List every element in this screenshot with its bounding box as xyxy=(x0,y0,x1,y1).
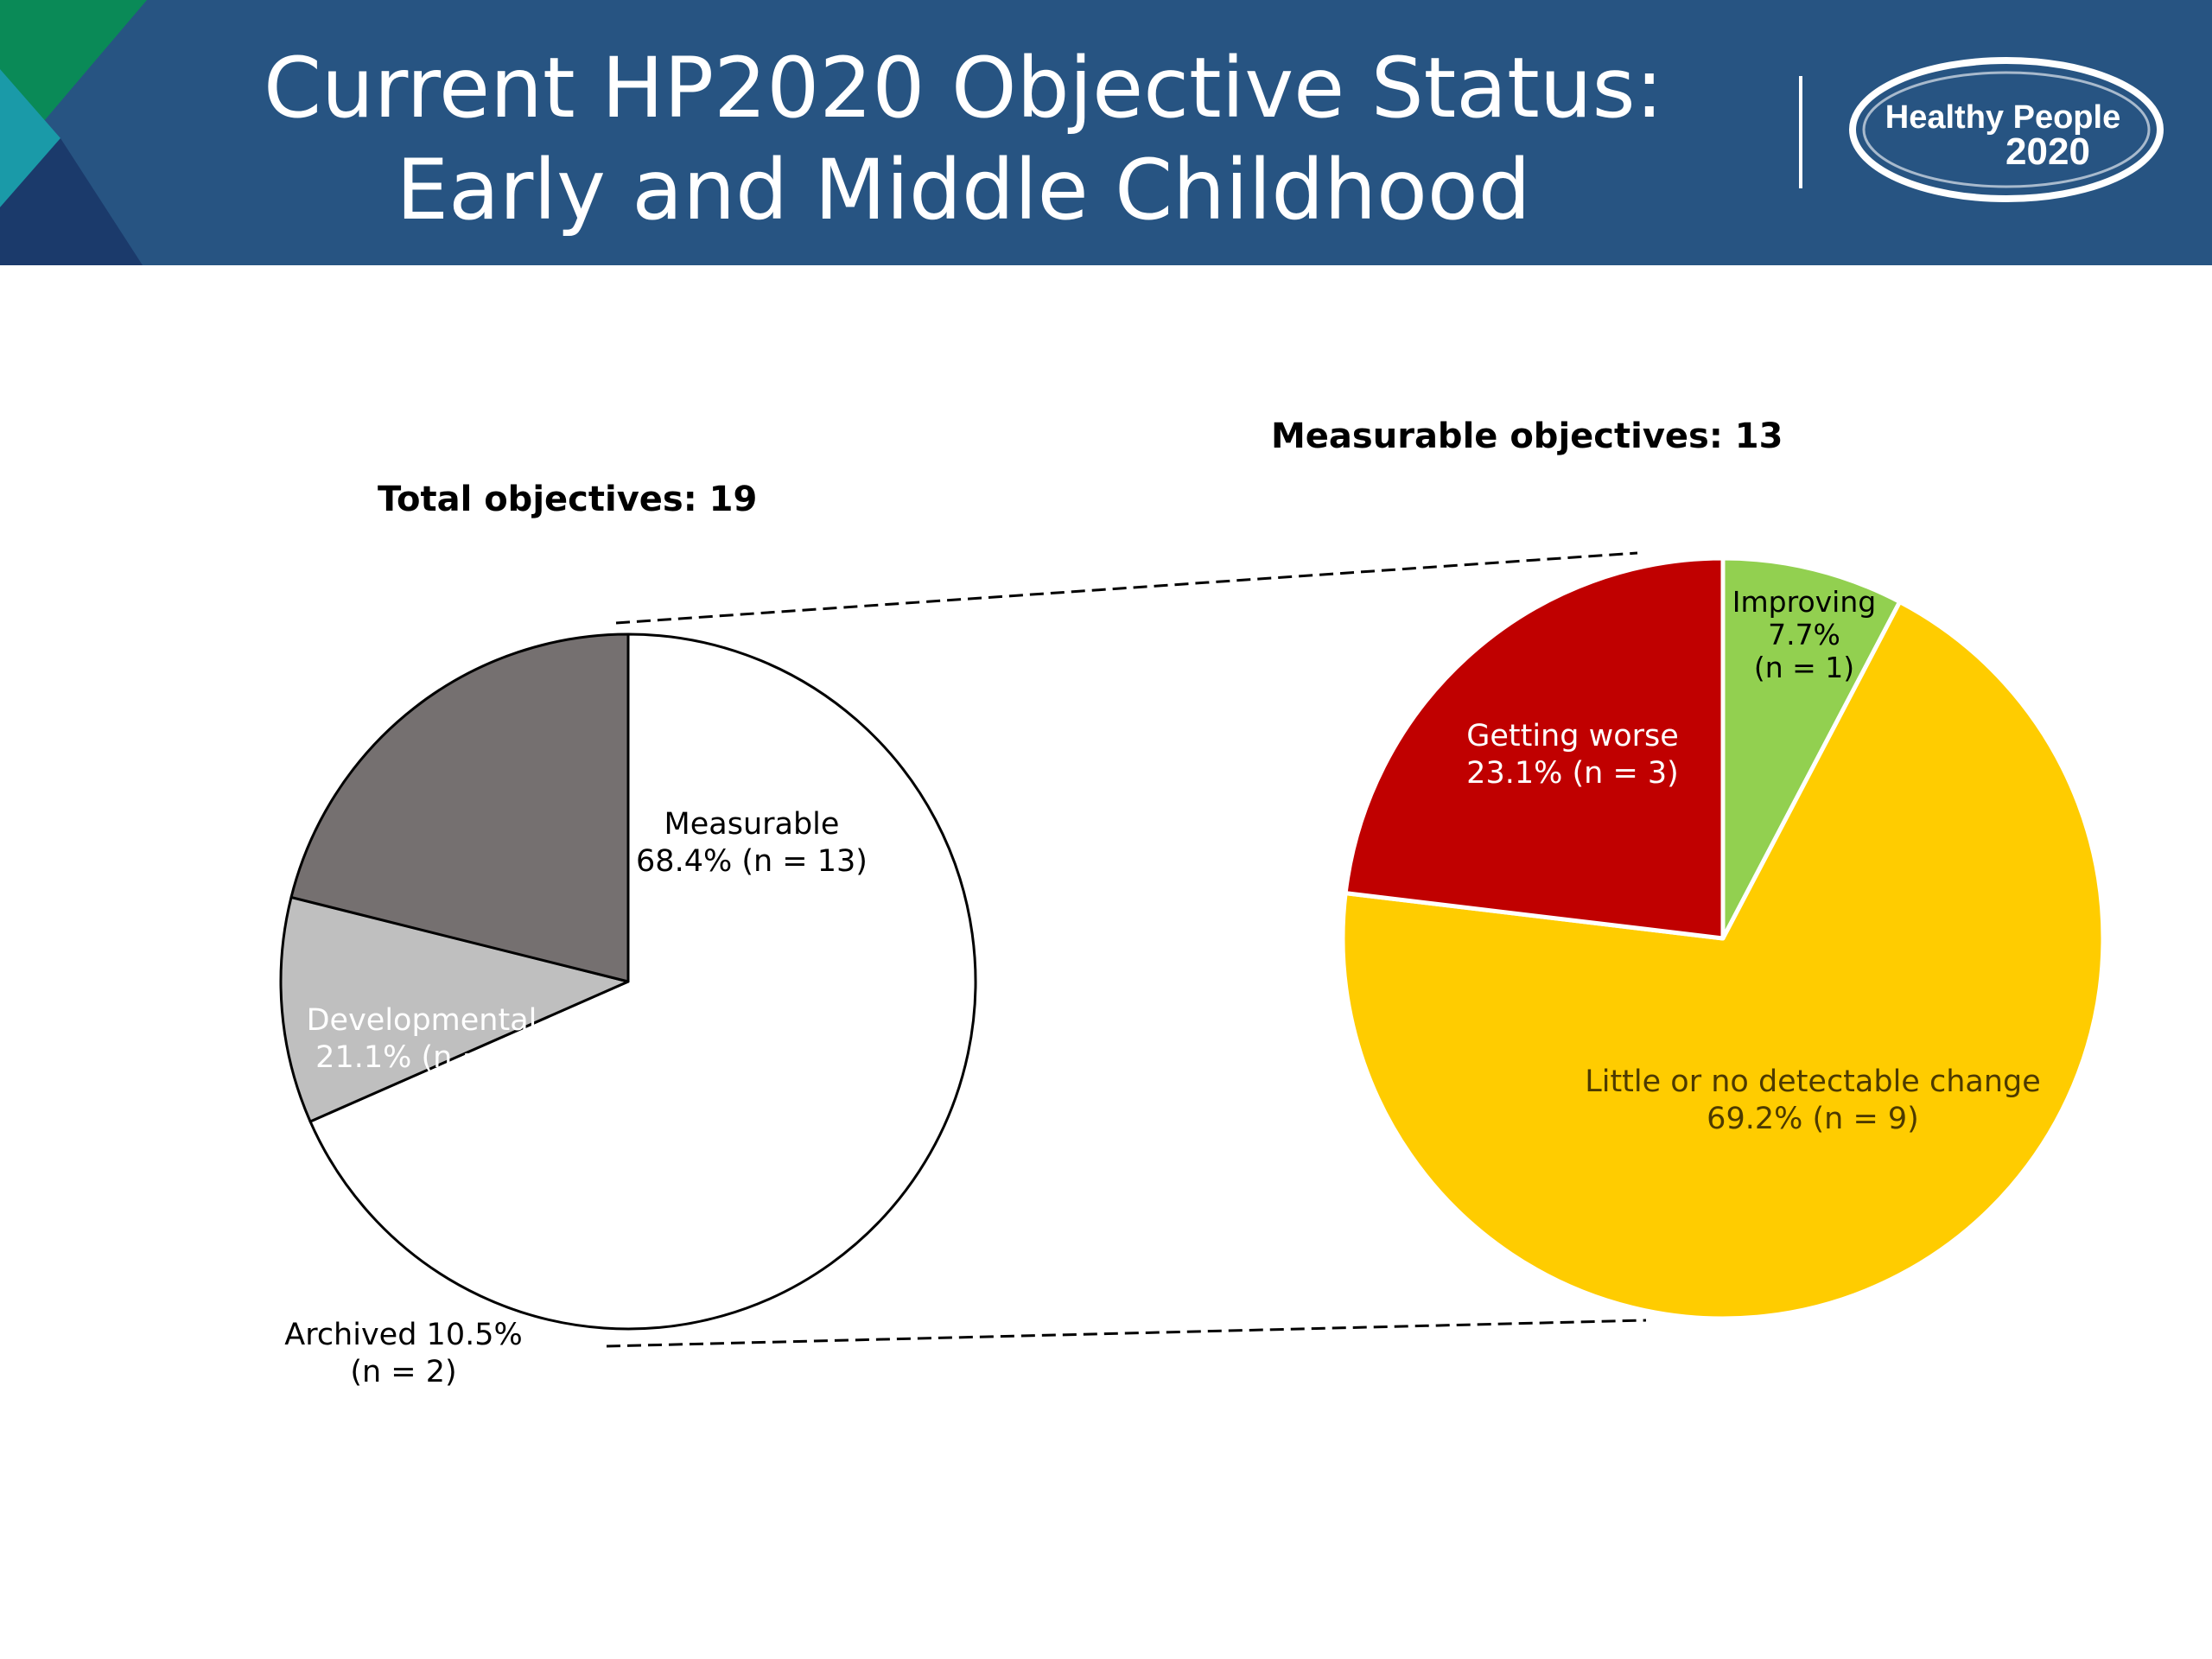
right-label-getting-worse: Getting worse 23.1% (n = 3) xyxy=(1466,719,1679,791)
right-pie-chart xyxy=(1340,556,2106,1321)
connector-line-top xyxy=(615,551,1638,625)
left-pie-slice-archived xyxy=(279,895,630,1123)
left-pie-labels: Measurable 68.4% (n = 13) Archived 10.5% (n… xyxy=(284,807,868,1389)
right-label-improving: Improving 7.7% (n = 1) xyxy=(1732,585,1876,684)
right-pie-slice-getting-worse xyxy=(1343,556,1726,941)
left-pie-slice-developmental xyxy=(289,632,630,983)
header-divider xyxy=(1799,76,1802,188)
right-chart-title: Measurable objectives: 13 xyxy=(1271,416,1783,456)
left-label-developmental: Developmental 21.1% (n = 4) xyxy=(307,1003,537,1075)
banner-navy-shape xyxy=(0,138,143,265)
banner-teal-shape xyxy=(0,69,60,207)
left-label-measurable: Measurable 68.4% (n = 13) xyxy=(636,807,868,879)
svg-text:Healthy People: Healthy People xyxy=(1885,99,2120,136)
connector-line-bottom xyxy=(606,1319,1647,1348)
title-banner: Current HP2020 Objective Status: Early a… xyxy=(0,0,2212,265)
svg-text:2020: 2020 xyxy=(2005,130,2090,173)
left-chart-title: Total objectives: 19 xyxy=(378,480,758,519)
right-label-no-change: Little or no detectable change 69.2% (n =… xyxy=(1585,1065,2041,1136)
left-pie-chart xyxy=(279,632,977,1331)
left-label-archived: Archived 10.5% (n = 2) xyxy=(284,1318,523,1389)
right-pie-labels: Improving 7.7% (n = 1) Little or no detecta… xyxy=(1466,585,2041,1136)
page-title-line-1: Current HP2020 Objective Status: xyxy=(264,40,1663,137)
right-pie-slice-improving xyxy=(1720,556,1903,941)
banner-decoration xyxy=(0,0,147,265)
healthy-people-logo: Healthy People 2020 xyxy=(1849,57,2164,202)
right-pie-slice-little-or-no-detectable-change xyxy=(1340,599,2106,1321)
left-pie-slice-measurable xyxy=(308,632,977,1331)
page-title-line-2: Early and Middle Childhood xyxy=(396,142,1531,238)
